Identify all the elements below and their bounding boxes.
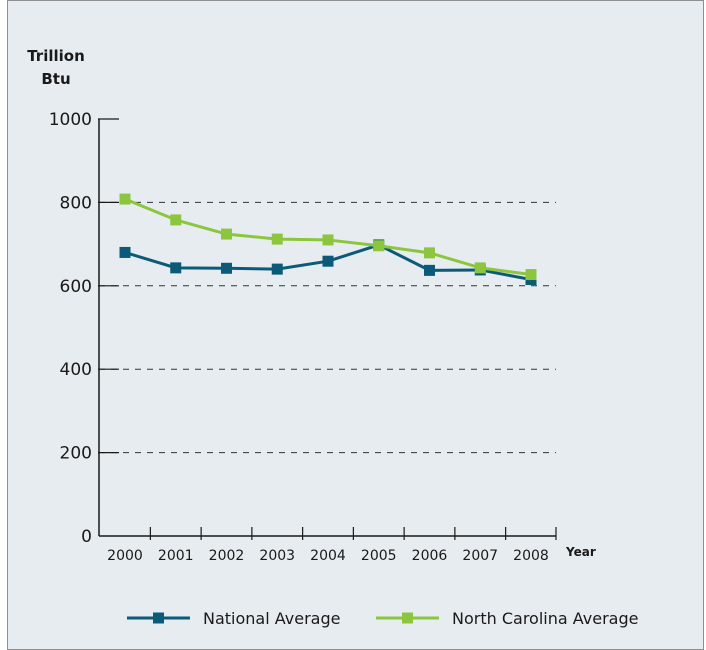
- data-point: [424, 247, 435, 259]
- legend-marker: [153, 612, 164, 624]
- chart-panel: [7, 0, 704, 650]
- legend-item: North Carolina Average: [376, 609, 638, 628]
- data-point: [474, 262, 486, 274]
- data-point: [322, 234, 334, 246]
- series-2: [119, 193, 537, 281]
- y-axis-title: Trillion Btu: [27, 47, 85, 88]
- legend-label: National Average: [203, 609, 340, 628]
- y-tick-label: 800: [60, 193, 92, 213]
- axes: [98, 119, 556, 537]
- y-axis-title-line-1: Trillion: [27, 47, 85, 65]
- y-tick-label: 0: [81, 527, 92, 547]
- x-tick-label: 2004: [310, 548, 346, 564]
- y-axis-title-line-2: Btu: [41, 70, 70, 88]
- x-tick-label: 2001: [158, 548, 194, 564]
- data-point: [373, 240, 385, 252]
- x-tick-label: 2002: [209, 548, 245, 564]
- data-point: [221, 262, 232, 274]
- legend: National Average North Carolina Average: [127, 609, 638, 628]
- data-point: [424, 264, 435, 276]
- data-point: [119, 193, 131, 205]
- x-tick-label: 2008: [513, 548, 549, 564]
- x-axis-ticks: 2000 2001 2002 2003 2004 2005 2006 2007 2008: [107, 527, 557, 564]
- data-point: [170, 214, 182, 226]
- y-tick-label: 600: [60, 277, 92, 297]
- data-point: [119, 246, 131, 258]
- x-tick-label: 2007: [462, 548, 498, 564]
- x-axis-title: Year: [565, 545, 596, 559]
- y-tick-label: 400: [60, 360, 92, 380]
- data-point: [322, 255, 334, 267]
- y-tick-label: 200: [60, 444, 92, 464]
- data-point: [525, 269, 537, 281]
- data-point: [170, 262, 182, 274]
- data-point: [221, 228, 232, 240]
- series-1: [119, 239, 537, 286]
- x-tick-label: 2005: [361, 548, 397, 564]
- legend-label: North Carolina Average: [452, 609, 638, 628]
- x-tick-label: 2003: [259, 548, 295, 564]
- legend-item: National Average: [127, 609, 340, 628]
- x-tick-label: 2000: [107, 548, 143, 564]
- data-point: [271, 233, 283, 245]
- legend-marker: [402, 612, 413, 624]
- x-tick-label: 2006: [412, 548, 448, 564]
- series-layer: [119, 193, 537, 286]
- gridlines: [99, 201, 556, 454]
- data-point: [271, 263, 283, 275]
- y-tick-label: 1000: [49, 110, 92, 130]
- y-axis-ticks: 0 200 400 600 800 1000: [49, 110, 119, 547]
